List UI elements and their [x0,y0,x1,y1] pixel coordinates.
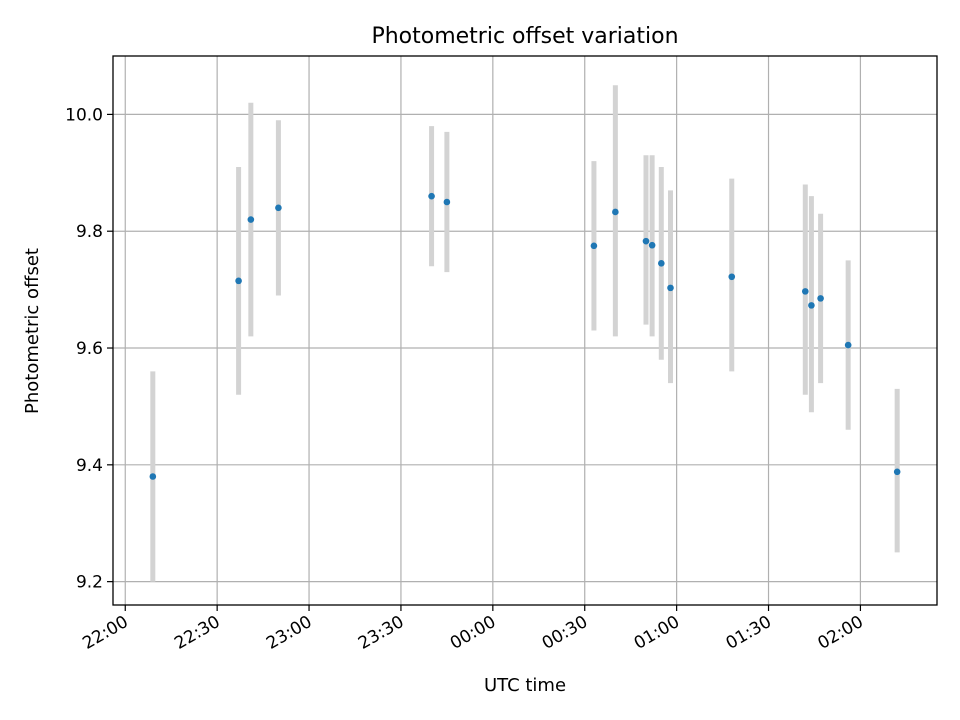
y-tick-label: 9.8 [76,222,103,242]
data-point [428,192,435,200]
data-point [893,468,901,476]
x-tick-label: 00:00 [447,612,499,654]
x-tick-label: 23:00 [263,612,315,654]
data-point [149,473,157,480]
x-axis-ticks: 22:00 22:30 23:00 23:30 00:00 00:30 01:00 01:30… [79,605,867,654]
data-point [728,273,736,281]
x-tick-label: 01:30 [723,612,775,654]
data-point [808,302,815,309]
error-bars [150,85,900,582]
x-tick-label: 22:00 [79,612,131,654]
data-point [275,204,282,212]
data-point [667,284,674,292]
x-tick-label: 02:00 [814,612,866,654]
x-tick-label: 00:30 [539,612,591,654]
data-point [443,198,451,206]
data-point [658,260,665,267]
data-point [235,277,242,285]
x-tick-label: 01:00 [631,612,683,654]
y-axis-label: Photometric offset [22,248,43,414]
grid-lines [113,56,937,605]
data-point [817,295,824,302]
x-axis-label: UTC time [484,675,566,696]
data-point [801,288,809,295]
data-point [612,208,619,216]
data-points [149,192,901,480]
x-tick-label: 23:30 [355,612,407,654]
data-point [642,237,650,245]
y-axis-ticks: 9.2 9.4 9.6 9.8 10.0 [65,105,113,593]
y-tick-label: 9.4 [76,456,103,476]
y-tick-label: 9.2 [76,573,103,593]
x-tick-label: 22:30 [171,612,223,654]
data-point [844,341,852,349]
plot-frame [112,55,938,606]
y-tick-label: 9.6 [76,339,103,359]
data-point [648,241,656,249]
data-point [247,216,255,223]
data-point [590,242,598,250]
y-tick-label: 10.0 [65,105,103,125]
chart-title: Photometric offset variation [371,24,678,49]
